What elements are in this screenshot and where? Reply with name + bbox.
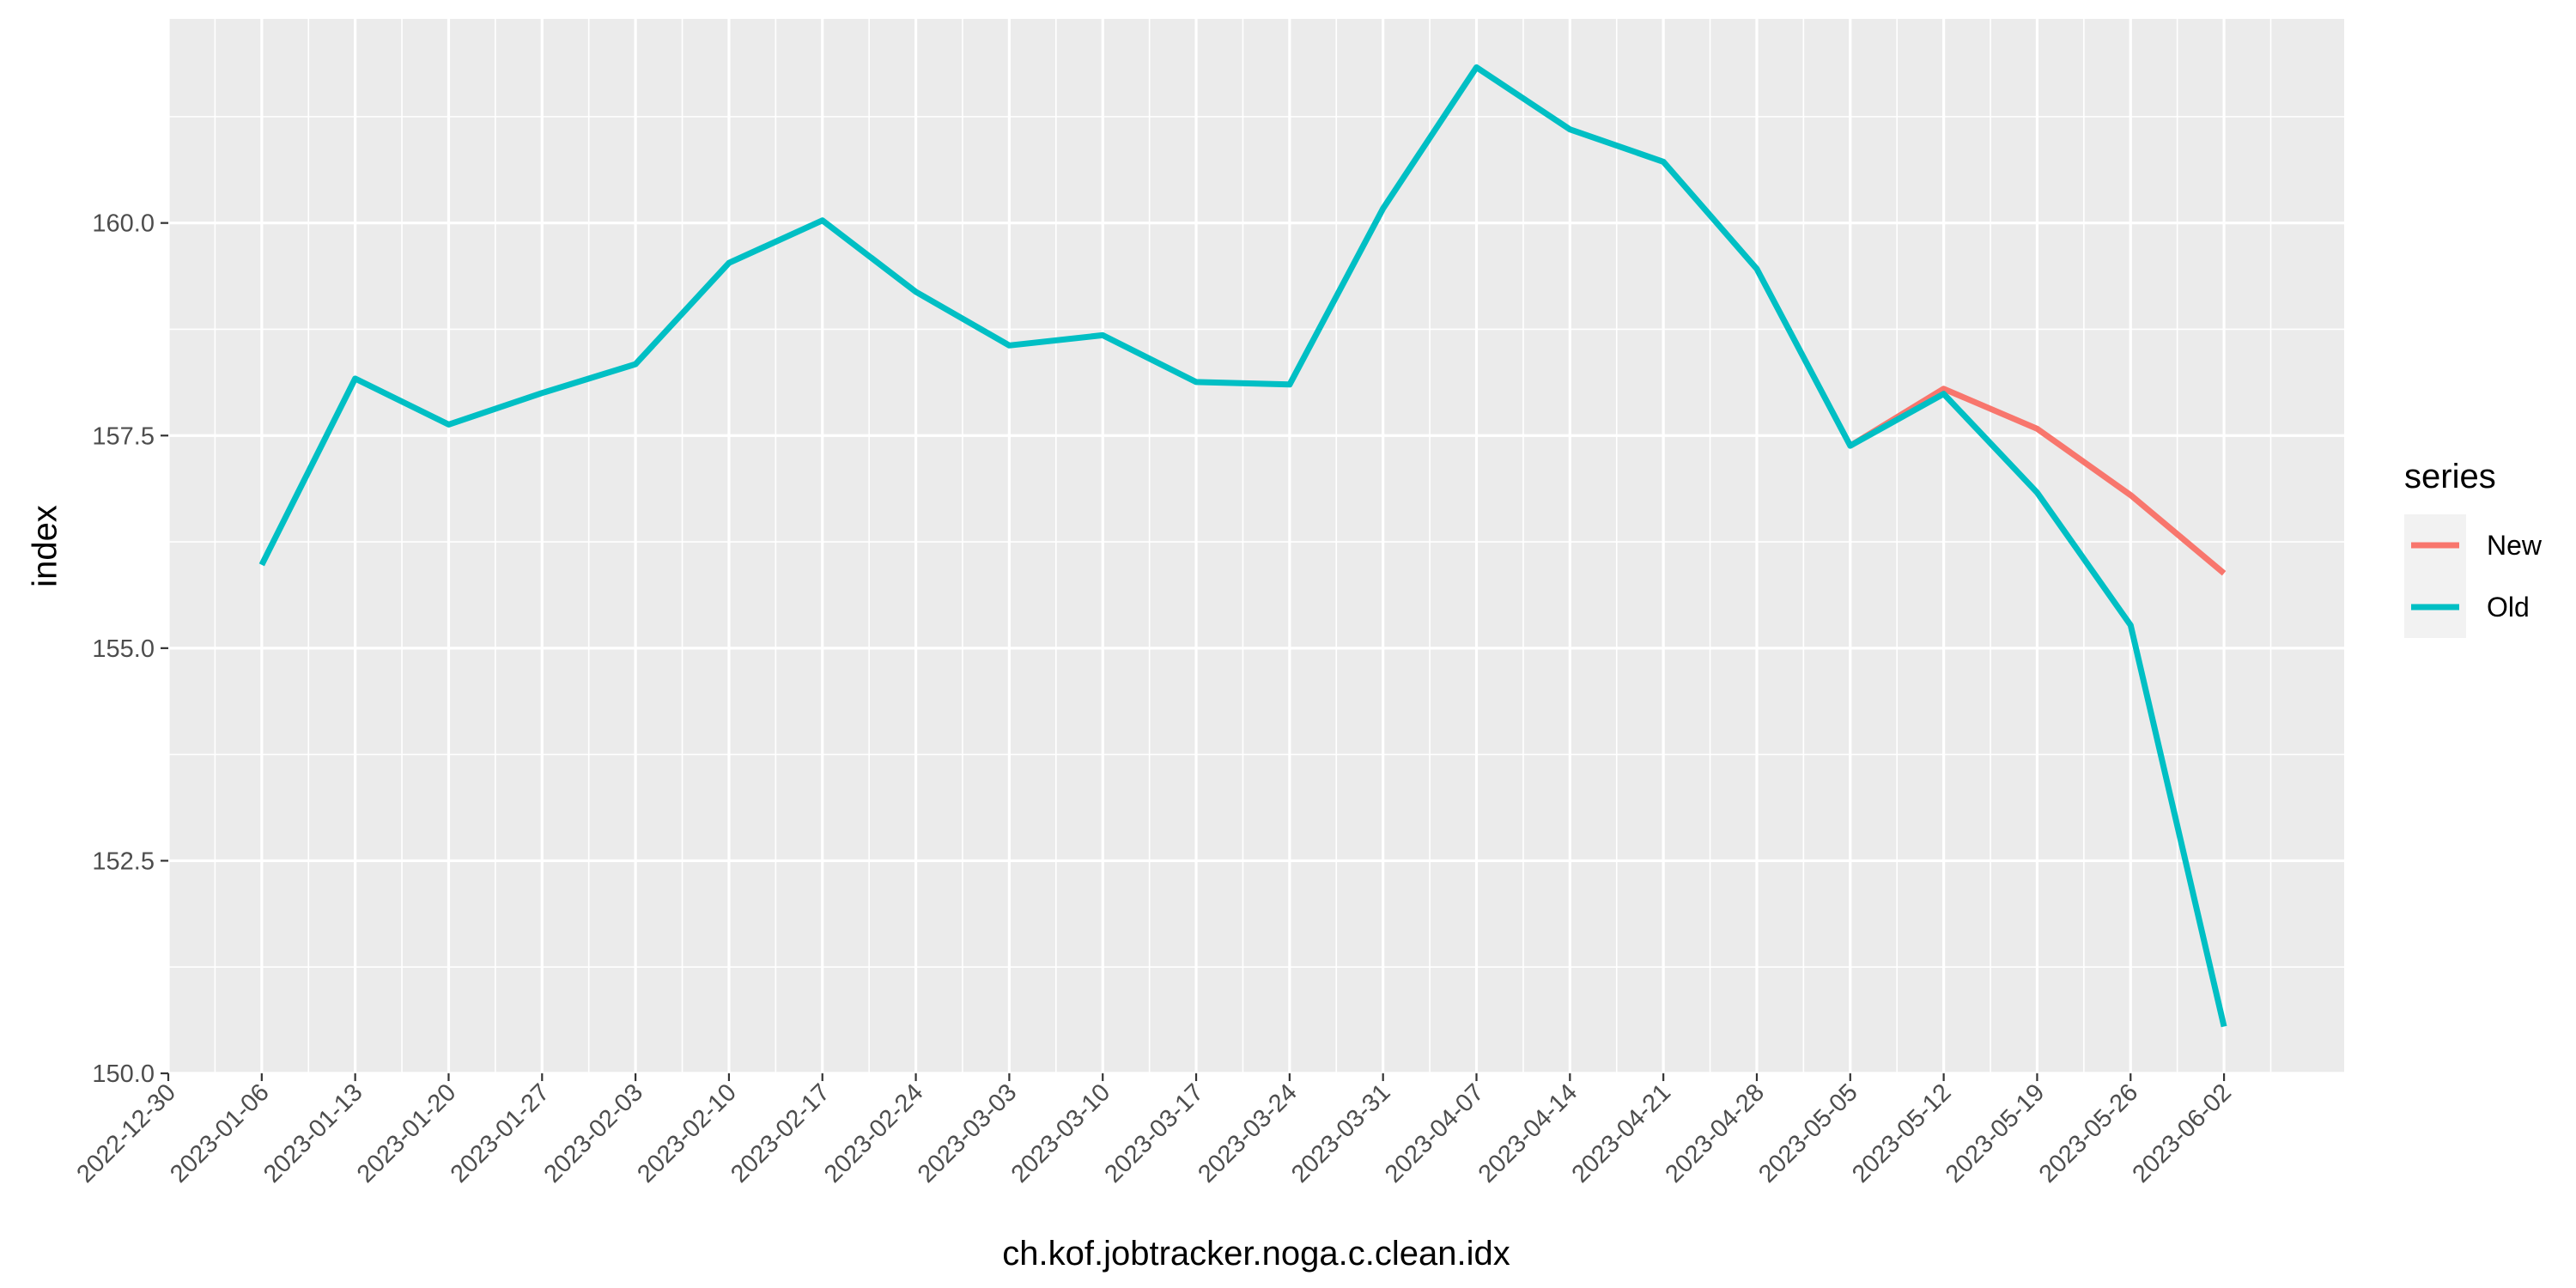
y-tick-label: 157.5: [92, 422, 155, 450]
y-tick-label: 150.0: [92, 1060, 155, 1088]
y-axis: 150.0 152.5 155.0 157.5 160.0: [92, 210, 168, 1088]
legend-label-old: Old: [2487, 592, 2530, 623]
y-tick-label: 155.0: [92, 635, 155, 663]
y-axis-title: index: [27, 505, 64, 587]
legend: series New Old: [2404, 458, 2543, 638]
x-axis-title: ch.kof.jobtracker.noga.c.clean.idx: [1002, 1235, 1510, 1273]
series-line-old: [258, 64, 2227, 1028]
y-tick-label: 152.5: [92, 848, 155, 875]
major-grid: [167, 19, 2344, 1075]
legend-title: series: [2404, 458, 2496, 495]
plot-panel: [168, 19, 2344, 1073]
minor-grid: [168, 19, 2344, 1073]
y-tick-label: 160.0: [92, 210, 155, 238]
legend-label-new: New: [2487, 530, 2543, 561]
series-layer: [258, 64, 2227, 1028]
